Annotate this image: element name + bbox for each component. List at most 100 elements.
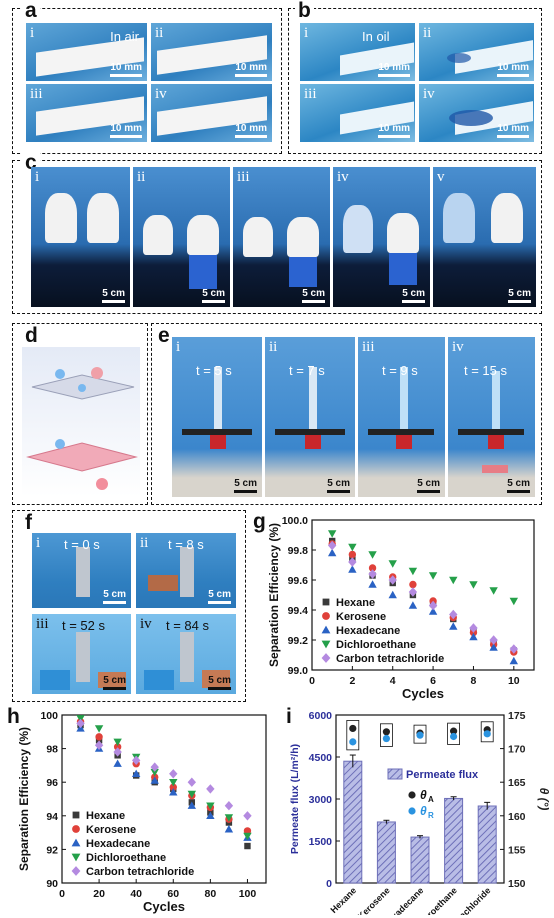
data-point — [169, 779, 178, 787]
y2-tick-label: 165 — [508, 777, 526, 789]
x-tick-label: 100 — [239, 888, 257, 900]
legend-marker — [72, 825, 80, 833]
oil-liquid — [202, 670, 230, 688]
x-tick-label: 0 — [309, 675, 315, 687]
sub-label: iv — [423, 86, 435, 102]
theta-a-point — [349, 724, 357, 733]
sub-label: iv — [452, 339, 464, 355]
panel-label-g: g — [250, 511, 269, 533]
photo-a-iii: iii 10 mm — [26, 84, 147, 142]
data-point — [449, 576, 458, 585]
data-point — [348, 557, 357, 567]
photo-c-iii: iii 5 cm — [233, 167, 330, 307]
legend-marker — [408, 807, 416, 815]
data-point — [449, 609, 458, 620]
sub-label: iii — [30, 86, 43, 102]
legend-subscript: A — [428, 795, 434, 804]
x-axis-title: Cycles — [402, 686, 444, 701]
data-point — [469, 623, 478, 633]
frame-d — [12, 323, 148, 505]
photo-c-v: v 5 cm — [433, 167, 536, 307]
collected-liquid — [482, 465, 508, 473]
data-point — [113, 759, 122, 767]
clamp — [275, 429, 345, 435]
data-point — [150, 776, 159, 784]
data-point — [131, 755, 141, 766]
data-point — [489, 643, 498, 651]
schematic-d — [22, 347, 140, 497]
x-tick-label: 80 — [205, 888, 217, 900]
theta-r-point — [416, 731, 424, 739]
data-point — [428, 572, 438, 580]
x-axis-title: Cycles — [143, 899, 185, 914]
oil-liquid — [98, 672, 126, 688]
frame-b — [288, 8, 542, 154]
condition-label: In oil — [362, 29, 390, 44]
theta-r-point — [450, 732, 458, 741]
time-label: t = 9 s — [382, 363, 418, 378]
scale-bar: 5 cm — [302, 288, 325, 303]
data-point — [408, 567, 418, 576]
data-point — [224, 825, 234, 833]
legend-label: Hexadecane — [86, 838, 150, 850]
data-point — [327, 548, 337, 557]
x-tick-label: 8 — [471, 675, 477, 687]
legend-marker — [72, 811, 80, 819]
panel-label-h: h — [4, 706, 23, 728]
y-tick-label: 99.6 — [288, 575, 309, 587]
flux-bar — [343, 760, 363, 884]
photo-e-iv: iv t = 15 s 5 cm — [448, 337, 535, 497]
legend: Hexane Kerosene Hexadecane Dichloroethane Ca… — [71, 810, 194, 878]
legend-marker — [71, 866, 81, 876]
legend-label: Dichloroethane — [336, 639, 416, 651]
legend-marker — [321, 640, 331, 649]
sub-label: iv — [155, 86, 167, 102]
y-axis-title: Separation Efficiency (%) — [267, 523, 281, 667]
y-tick-label: 100.0 — [282, 515, 308, 527]
scale-bar: 5 cm — [507, 478, 530, 493]
data-point — [169, 769, 178, 779]
blue-liquid — [189, 255, 217, 289]
sub-label: i — [30, 25, 35, 41]
scale-bar: 10 mm — [235, 62, 267, 77]
red-cap — [488, 435, 504, 449]
data-point — [224, 814, 234, 822]
y2-tick-label: 170 — [508, 744, 526, 756]
legend: Permeate flux θ Aθ R — [387, 768, 479, 820]
scale-bar: 5 cm — [208, 589, 231, 604]
red-cap — [396, 435, 412, 449]
legend-marker — [71, 853, 81, 862]
y-tick-label: 99.8 — [288, 545, 309, 557]
scale-bar: 10 mm — [110, 123, 142, 138]
scale-bar: 5 cm — [103, 675, 126, 690]
data-point — [388, 575, 397, 585]
data-point — [187, 801, 197, 809]
legend-marker — [322, 612, 330, 620]
data-point — [206, 784, 215, 794]
theta-r-point — [382, 734, 390, 743]
data-point — [509, 597, 519, 606]
data-point — [113, 738, 122, 747]
data-point — [150, 768, 159, 777]
series-carbon-tetrachloride — [76, 718, 252, 821]
data-point — [187, 777, 197, 787]
panel-label-b: b — [295, 0, 314, 22]
scale-bar: 5 cm — [202, 288, 225, 303]
data-point — [368, 564, 377, 572]
legend-subscript: R — [428, 811, 434, 820]
y2-tick-label: 150 — [508, 878, 526, 890]
frame-a — [12, 8, 282, 154]
sub-label: i — [304, 25, 309, 41]
doll — [387, 213, 419, 253]
flux-bar — [477, 805, 497, 884]
scale-bar: 10 mm — [110, 62, 142, 77]
doll — [143, 215, 173, 255]
doll — [87, 193, 119, 243]
column — [214, 367, 222, 447]
photo-e-iii: iii t = 9 s 5 cm — [358, 337, 445, 497]
frame-c — [12, 160, 542, 314]
apparatus — [180, 632, 194, 682]
legend-marker — [321, 625, 331, 634]
scale-bar: 10 mm — [378, 62, 410, 77]
y-tick-label: 1500 — [309, 836, 333, 848]
